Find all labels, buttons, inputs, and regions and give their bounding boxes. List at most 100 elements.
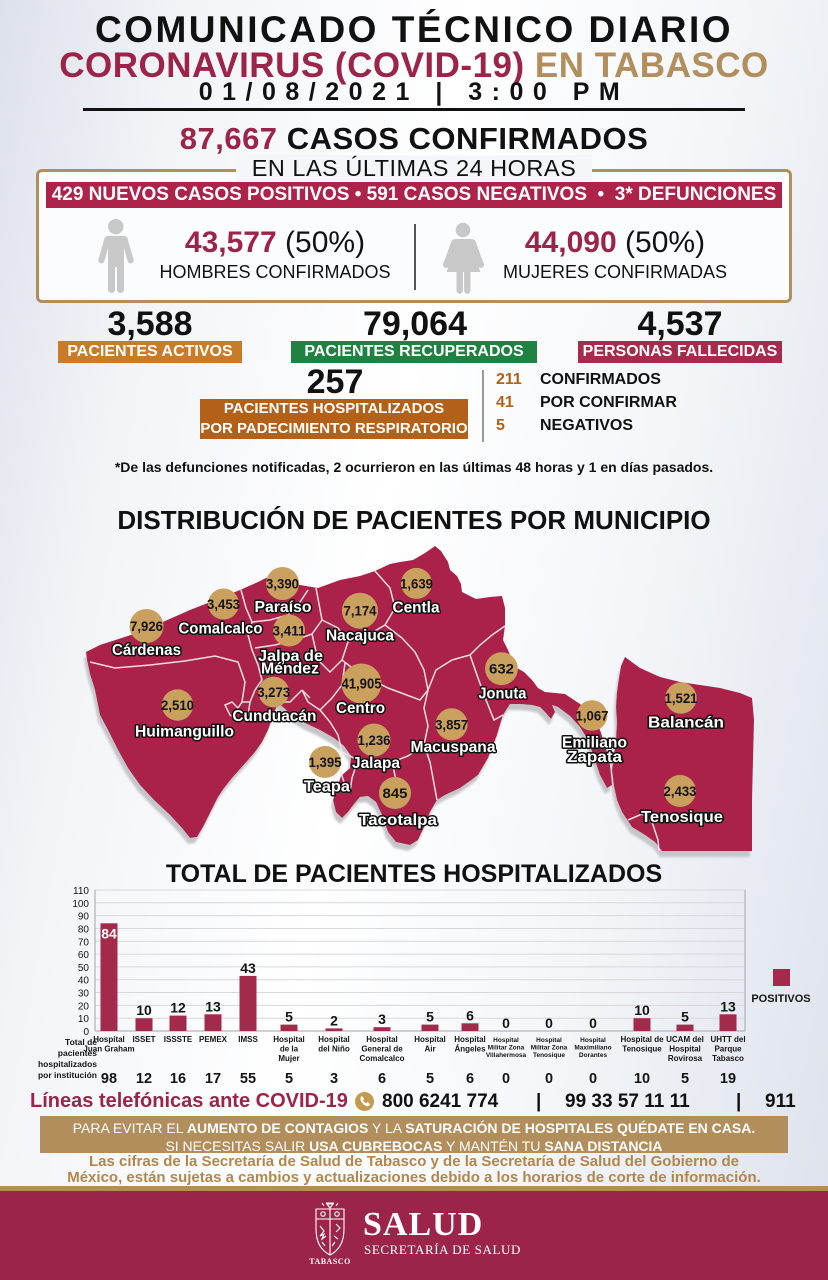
svg-text:Tenosique: Tenosique [641, 809, 723, 826]
svg-text:6: 6 [378, 1071, 386, 1087]
svg-text:0: 0 [545, 1015, 553, 1031]
svg-text:80: 80 [78, 925, 90, 936]
svg-text:41,905: 41,905 [342, 676, 382, 693]
svg-text:100: 100 [72, 899, 89, 910]
svg-text:UCAM del: UCAM del [666, 1035, 704, 1044]
svg-text:Huimanguillo: Huimanguillo [135, 724, 234, 741]
svg-text:Comalcalco: Comalcalco [179, 621, 263, 638]
svg-text:Hospital: Hospital [366, 1035, 398, 1044]
svg-text:0: 0 [589, 1015, 597, 1031]
svg-text:Villahermosa: Villahermosa [486, 1052, 527, 1059]
svg-text:1,395: 1,395 [309, 754, 342, 770]
svg-text:Militar Zona: Militar Zona [531, 1045, 568, 1052]
svg-text:6: 6 [466, 1007, 474, 1023]
svg-text:Hospital: Hospital [669, 1045, 701, 1054]
svg-text:845: 845 [383, 785, 408, 801]
svg-text:Hospital: Hospital [273, 1035, 305, 1044]
svg-text:17: 17 [205, 1071, 221, 1087]
svg-text:Hospital: Hospital [536, 1037, 562, 1044]
svg-text:Macuspana: Macuspana [411, 739, 496, 756]
svg-text:Hospital de: Hospital de [620, 1035, 664, 1044]
svg-text:Hospital: Hospital [414, 1035, 446, 1044]
svg-text:Maximiliano: Maximiliano [574, 1045, 611, 1052]
svg-text:Air: Air [424, 1045, 435, 1054]
svg-text:Hospital: Hospital [580, 1037, 606, 1044]
svg-text:UHTT del: UHTT del [710, 1035, 745, 1044]
svg-text:ISSSTE: ISSSTE [164, 1035, 193, 1044]
svg-text:20: 20 [78, 1001, 90, 1012]
svg-text:3,453: 3,453 [207, 596, 240, 612]
svg-text:5: 5 [426, 1071, 434, 1087]
svg-text:IMSS: IMSS [238, 1035, 258, 1044]
svg-text:10: 10 [136, 1002, 152, 1018]
svg-text:98: 98 [101, 1071, 117, 1087]
svg-text:Balancán: Balancán [648, 714, 724, 731]
svg-text:3,857: 3,857 [435, 716, 468, 732]
svg-text:10: 10 [634, 1002, 650, 1018]
svg-text:2,510: 2,510 [161, 697, 194, 713]
svg-text:60: 60 [78, 950, 90, 961]
svg-text:12: 12 [136, 1071, 152, 1087]
svg-text:Militar Zona: Militar Zona [488, 1045, 525, 1052]
svg-text:0: 0 [545, 1071, 553, 1087]
svg-text:16: 16 [170, 1071, 186, 1087]
svg-text:Cunduacán: Cunduacán [232, 708, 316, 725]
svg-text:19: 19 [720, 1071, 736, 1087]
svg-text:30: 30 [78, 989, 90, 1000]
svg-text:Zapata: Zapata [567, 749, 622, 766]
svg-text:Méndez: Méndez [261, 661, 319, 678]
svg-text:5: 5 [285, 1071, 293, 1087]
svg-text:Cárdenas: Cárdenas [112, 642, 181, 659]
svg-text:0: 0 [502, 1015, 510, 1031]
svg-text:Tabasco: Tabasco [712, 1054, 744, 1063]
svg-text:3,273: 3,273 [257, 684, 290, 700]
svg-text:Tacotalpa: Tacotalpa [359, 812, 437, 829]
svg-text:ISSET: ISSET [132, 1035, 155, 1044]
svg-text:2: 2 [330, 1012, 338, 1028]
svg-text:10: 10 [634, 1071, 650, 1087]
svg-text:0: 0 [502, 1071, 510, 1087]
svg-text:Jalapa: Jalapa [352, 755, 400, 772]
svg-text:90: 90 [78, 912, 90, 923]
svg-text:70: 70 [78, 937, 90, 948]
svg-text:84: 84 [101, 925, 117, 941]
svg-text:Jonuta: Jonuta [478, 686, 526, 703]
svg-text:TABASCO: TABASCO [309, 1257, 351, 1266]
svg-text:3: 3 [330, 1071, 338, 1087]
svg-text:Emiliano: Emiliano [562, 735, 627, 752]
svg-text:2,433: 2,433 [664, 783, 697, 799]
svg-text:Centla: Centla [393, 600, 440, 617]
svg-text:POSITIVOS: POSITIVOS [751, 993, 810, 1005]
svg-text:5: 5 [681, 1009, 689, 1025]
svg-text:del Niño: del Niño [318, 1045, 350, 1054]
svg-text:6: 6 [466, 1071, 474, 1087]
svg-text:Nacajuca: Nacajuca [326, 628, 394, 645]
svg-text:Jalpa de: Jalpa de [258, 648, 323, 665]
svg-text:40: 40 [78, 976, 90, 987]
svg-text:0: 0 [83, 1027, 89, 1038]
svg-text:1,521: 1,521 [665, 690, 698, 706]
svg-text:13: 13 [720, 998, 736, 1014]
svg-text:por institución: por institución [38, 1070, 97, 1080]
svg-text:5: 5 [285, 1009, 293, 1025]
svg-text:Tenosique: Tenosique [622, 1045, 662, 1054]
svg-text:5: 5 [426, 1009, 434, 1025]
svg-text:1,236: 1,236 [358, 732, 391, 748]
svg-text:Juan Graham: Juan Graham [83, 1045, 134, 1054]
svg-text:110: 110 [73, 886, 89, 897]
svg-text:Paraíso: Paraíso [255, 599, 312, 616]
svg-text:55: 55 [240, 1071, 256, 1087]
svg-text:3,411: 3,411 [273, 623, 306, 639]
svg-text:Tenosique: Tenosique [533, 1052, 565, 1059]
svg-text:10: 10 [78, 1014, 90, 1025]
svg-text:7,174: 7,174 [344, 603, 377, 619]
svg-text:1,067: 1,067 [576, 708, 609, 724]
svg-text:632: 632 [489, 661, 514, 677]
svg-text:50: 50 [78, 963, 90, 974]
svg-text:Hospital: Hospital [93, 1035, 125, 1044]
svg-text:7,926: 7,926 [130, 618, 163, 634]
svg-text:de la: de la [280, 1045, 299, 1054]
svg-text:hospitalizados: hospitalizados [38, 1059, 97, 1069]
svg-text:Teapa: Teapa [304, 779, 350, 796]
svg-text:1,639: 1,639 [400, 575, 433, 591]
